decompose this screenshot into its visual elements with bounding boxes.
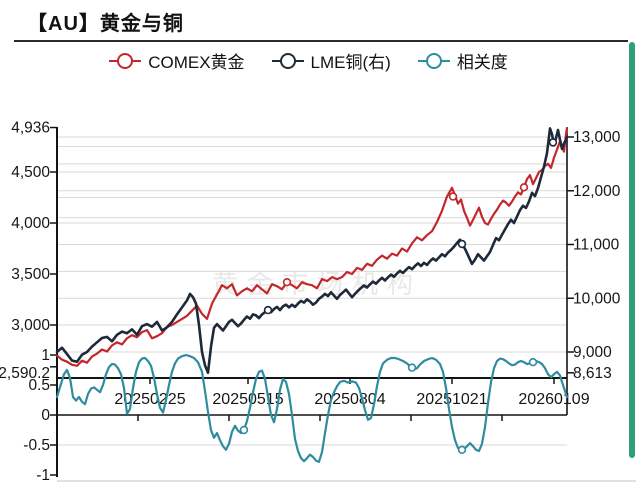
- series-marker: [239, 425, 249, 435]
- watermark: 黄金市场机构: [212, 269, 423, 299]
- series-marker: [519, 183, 529, 192]
- edge-scroll-strip[interactable]: [629, 42, 635, 458]
- line-circle-marker-icon: [417, 52, 450, 69]
- legend: COMEX黄金 LME铜(右) 相关度: [0, 48, 616, 73]
- line-circle-marker-icon: [271, 52, 304, 69]
- copper-axis-label: 11,000: [573, 237, 620, 254]
- copper-axis-label: 10,000: [573, 290, 621, 307]
- series-marker: [548, 138, 558, 147]
- copper-axis-label: 13,000: [573, 129, 621, 146]
- correlation-axis-label: 1: [41, 347, 50, 364]
- legend-item-gold[interactable]: COMEX黄金: [108, 48, 245, 73]
- series-marker: [282, 278, 292, 287]
- legend-label-correlation: 相关度: [456, 53, 508, 72]
- correlation-axis-label: -1: [36, 467, 50, 484]
- legend-item-correlation[interactable]: 相关度: [417, 48, 508, 73]
- x-axis-label: 20260109: [518, 391, 589, 408]
- x-axis-label: 20250515: [212, 391, 283, 408]
- gold-axis-label: 2,590.2: [0, 365, 50, 382]
- legend-label-copper: LME铜(右): [310, 53, 391, 72]
- line-circle-marker-icon: [109, 52, 142, 69]
- legend-item-copper[interactable]: LME铜(右): [271, 48, 391, 73]
- x-axis-label: 20251021: [416, 391, 487, 408]
- gold-axis-label: 4,936: [11, 120, 50, 137]
- correlation-axis-label: -0.5: [23, 437, 50, 454]
- series-marker: [263, 305, 273, 315]
- series-marker: [407, 363, 417, 372]
- series-marker: [457, 239, 467, 249]
- legend-label-gold: COMEX黄金: [148, 53, 245, 72]
- copper-axis-label: 12,000: [573, 183, 621, 200]
- page-title: 【AU】黄金与铜: [27, 13, 184, 35]
- series-marker: [457, 445, 467, 454]
- correlation-axis-label: 0: [41, 407, 50, 424]
- copper-axis-label: 8,613: [573, 365, 612, 382]
- gold-axis-label: 3,500: [11, 266, 50, 283]
- title-divider: [14, 40, 628, 42]
- gold-axis-label: 4,500: [11, 164, 50, 181]
- series-marker: [528, 358, 538, 367]
- series-marker: [448, 192, 458, 201]
- gold-axis-label: 4,000: [11, 215, 50, 232]
- correlation-axis-label: 0.5: [28, 377, 50, 394]
- gold-axis-label: 3,000: [11, 317, 50, 334]
- series-LME铜(右): [55, 127, 569, 375]
- copper-axis-label: 9,000: [573, 344, 612, 361]
- series-相关度: [55, 353, 569, 463]
- series-COMEX黄金: [55, 127, 569, 367]
